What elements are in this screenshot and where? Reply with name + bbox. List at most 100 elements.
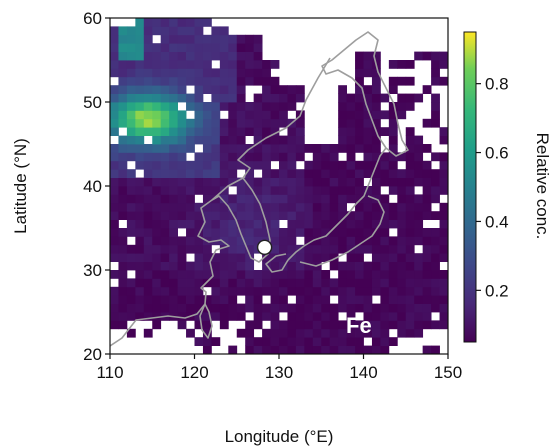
heatmap-cell: [253, 76, 263, 86]
heatmap-cell: [388, 337, 398, 346]
heatmap-cell: [397, 228, 407, 237]
heatmap-cell: [304, 202, 314, 212]
heatmap-cell: [405, 303, 415, 313]
heatmap-cell: [414, 295, 424, 304]
heatmap-cell: [304, 328, 314, 338]
heatmap-cell: [228, 194, 238, 204]
heatmap-cell: [245, 34, 255, 44]
x-tick-label: 130: [265, 363, 293, 382]
heatmap-cell: [160, 202, 170, 212]
heatmap-cell: [160, 144, 170, 153]
heatmap-cell: [160, 118, 170, 128]
heatmap-cell: [177, 244, 187, 254]
heatmap-cell: [245, 345, 255, 354]
heatmap-cell: [228, 286, 238, 296]
heatmap-cell: [186, 127, 195, 136]
heatmap-cell: [211, 135, 221, 145]
heatmap-cell: [126, 177, 136, 187]
heatmap-cell: [160, 110, 170, 120]
heatmap-cell: [329, 194, 339, 204]
heatmap-cell: [202, 118, 212, 128]
heatmap-cell: [219, 43, 229, 52]
heatmap-cell: [236, 312, 246, 321]
heatmap-cell: [380, 194, 390, 204]
heatmap-cell: [439, 160, 448, 170]
heatmap-cell: [152, 219, 162, 229]
heatmap-cell: [110, 211, 119, 220]
heatmap-cell: [397, 244, 407, 254]
heatmap-cell: [262, 60, 271, 69]
heatmap-cell: [338, 320, 347, 330]
heatmap-cell: [186, 135, 195, 145]
heatmap-cell: [236, 286, 246, 296]
heatmap-cell: [126, 169, 136, 178]
heatmap-cell: [160, 51, 170, 61]
heatmap-cell: [287, 253, 297, 262]
heatmap-cell: [152, 76, 162, 86]
heatmap-cell: [135, 135, 145, 145]
heatmap-cell: [143, 328, 153, 338]
heatmap-cell: [202, 270, 212, 279]
heatmap-cell: [295, 169, 305, 178]
heatmap-cell: [312, 312, 322, 321]
heatmap-cell: [422, 169, 432, 178]
heatmap-cell: [270, 102, 280, 111]
heatmap-cell: [202, 127, 212, 136]
heatmap-cell: [388, 110, 398, 120]
heatmap-cell: [312, 236, 322, 246]
heatmap-cell: [219, 295, 229, 304]
heatmap-cell: [439, 278, 448, 288]
heatmap-cell: [202, 169, 212, 178]
heatmap-cell: [329, 219, 339, 229]
heatmap-cell: [355, 102, 364, 111]
heatmap-cell: [110, 152, 119, 162]
heatmap-cell: [312, 202, 322, 212]
heatmap-cell: [262, 337, 271, 346]
heatmap-cell: [371, 177, 381, 187]
heatmap-cell: [236, 85, 246, 94]
heatmap-cell: [228, 34, 238, 44]
heatmap-cell: [177, 118, 187, 128]
heatmap-cell: [211, 26, 221, 36]
heatmap-cell: [169, 169, 178, 178]
heatmap-cell: [371, 328, 381, 338]
heatmap-cell: [414, 152, 424, 162]
heatmap-cell: [236, 236, 246, 246]
heatmap-cell: [363, 244, 373, 254]
heatmap-cell: [371, 278, 381, 288]
heatmap-cell: [110, 68, 119, 78]
heatmap-cell: [169, 278, 178, 288]
heatmap-cell: [219, 228, 229, 237]
heatmap-cell: [219, 60, 229, 69]
heatmap-cell: [346, 337, 356, 346]
heatmap-cell: [338, 244, 347, 254]
heatmap-cell: [321, 160, 331, 170]
heatmap-cell: [143, 186, 153, 195]
heatmap-cell: [202, 186, 212, 195]
heatmap-cell: [287, 202, 297, 212]
heatmap-cell: [270, 186, 280, 195]
heatmap-cell: [211, 253, 221, 262]
heatmap-cell: [110, 118, 119, 128]
heatmap-cell: [169, 144, 178, 153]
heatmap-cell: [279, 160, 288, 170]
heatmap-cell: [186, 328, 195, 338]
heatmap-cell: [422, 345, 432, 354]
heatmap-cell: [236, 43, 246, 52]
heatmap-cell: [186, 26, 195, 36]
heatmap-cell: [304, 144, 314, 153]
heatmap-cell: [363, 186, 373, 195]
heatmap-cell: [177, 312, 187, 321]
heatmap-cell: [388, 303, 398, 313]
heatmap-cell: [262, 127, 271, 136]
heatmap-cell: [152, 312, 162, 321]
heatmap-cell: [355, 244, 364, 254]
heatmap-cell: [143, 286, 153, 296]
heatmap-cell: [431, 270, 440, 279]
heatmap-cell: [160, 43, 170, 52]
heatmap-cell: [338, 270, 347, 279]
heatmap-cell: [152, 118, 162, 128]
heatmap-cell: [439, 202, 448, 212]
heatmap-cell: [202, 160, 212, 170]
heatmap-cell: [118, 312, 128, 321]
